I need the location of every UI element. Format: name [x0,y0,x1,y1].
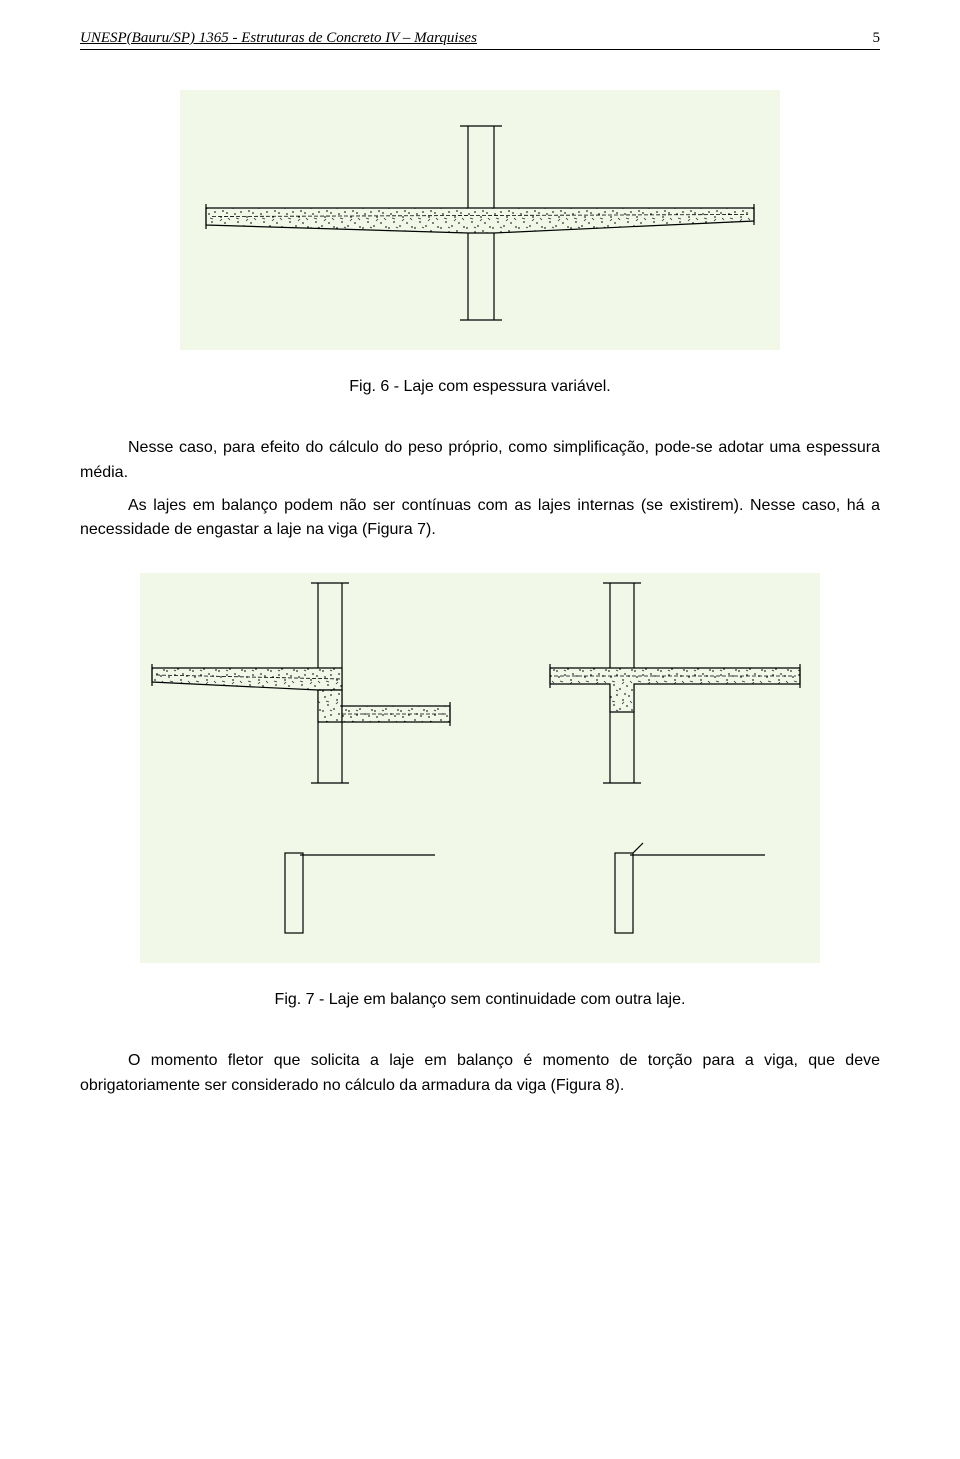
paragraph-3: O momento fletor que solicita a laje em … [80,1049,880,1099]
header-course-text: UNESP(Bauru/SP) 1365 - Estruturas de Con… [80,30,477,47]
figure-7-diagram [140,573,820,963]
figure-7 [80,573,880,963]
figure-6-diagram [180,90,780,350]
header-page-number: 5 [873,30,881,47]
paragraph-2: As lajes em balanço podem não ser contín… [80,494,880,544]
figure-6-caption: Fig. 6 - Laje com espessura variável. [80,378,880,396]
figure-7-caption: Fig. 7 - Laje em balanço sem continuidad… [80,991,880,1009]
figure-6 [80,90,880,350]
page: UNESP(Bauru/SP) 1365 - Estruturas de Con… [0,0,960,1167]
paragraph-1: Nesse caso, para efeito do cálculo do pe… [80,436,880,486]
page-header: UNESP(Bauru/SP) 1365 - Estruturas de Con… [80,30,880,50]
